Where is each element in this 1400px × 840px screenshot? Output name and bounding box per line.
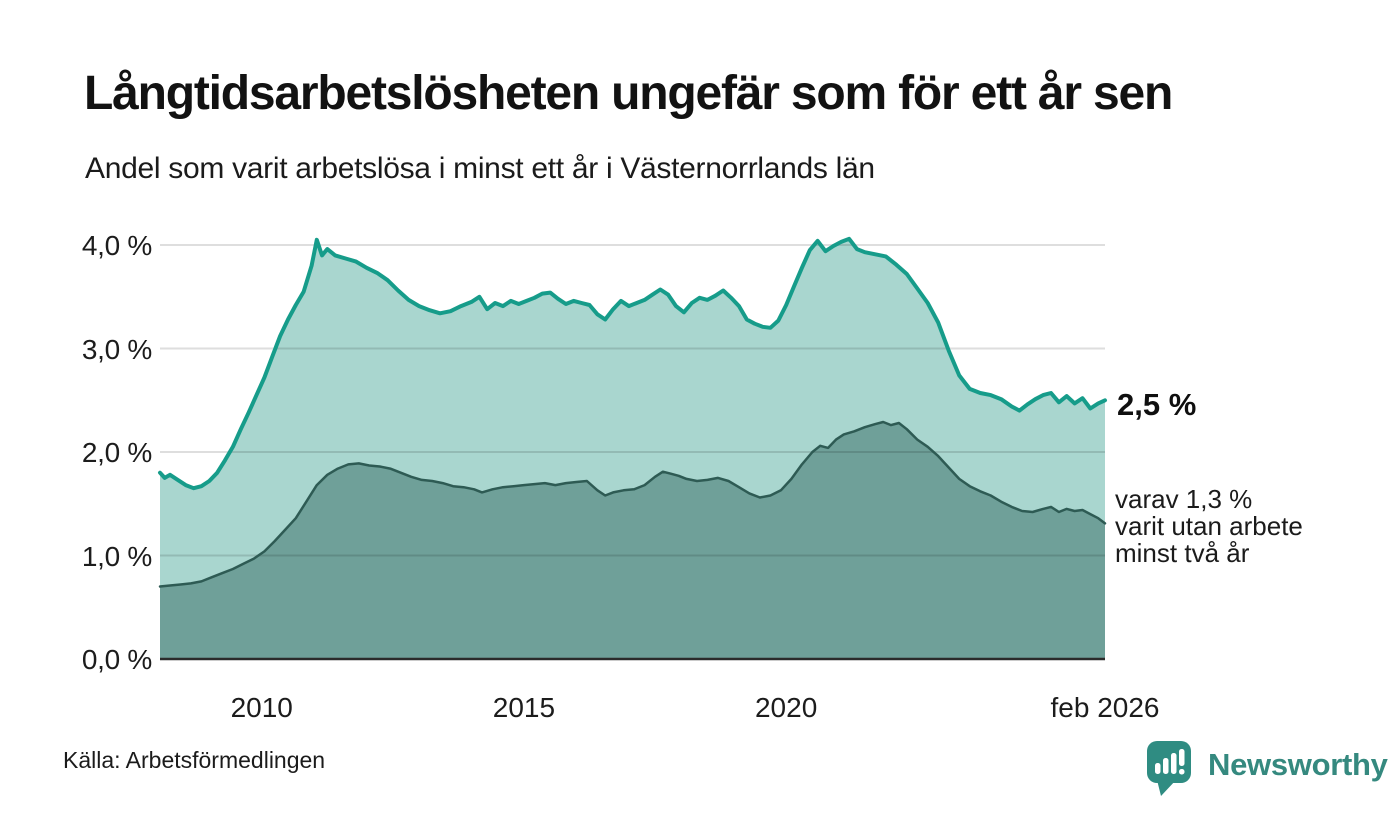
line-unemployed-1yr: [158, 236, 1107, 491]
latest-value-label-total: 2,5 %: [1117, 387, 1197, 422]
y-tick-label: 0,0 %: [81, 644, 152, 675]
line-unemployed-2yr: [158, 420, 1107, 588]
page-title: Långtidsarbetslösheten ungefär som för e…: [84, 67, 1173, 120]
newsworthy-wordmark: Newsworthy: [1208, 747, 1388, 782]
newsworthy-logo: Newsworthy: [1146, 740, 1388, 798]
x-tick-label: feb 2026: [1050, 692, 1160, 723]
y-tick-label: 4,0 %: [81, 230, 152, 261]
twoyear-label-line1: varav 1,3 %: [1115, 484, 1253, 514]
source-note: Källa: Arbetsförmedlingen: [63, 747, 326, 773]
twoyear-label-line2: varit utan arbete: [1115, 511, 1303, 541]
x-tick-label: 2015: [492, 692, 556, 723]
area-unemployed-2yr: [160, 422, 1105, 659]
page-subtitle: Andel som varit arbetslösa i minst ett å…: [85, 152, 875, 185]
x-tick-label: 2010: [230, 692, 293, 723]
latest-value-label-twoyear: varav 1,3 % varit utan arbete minst två …: [1115, 486, 1303, 567]
twoyear-label-line3: minst två år: [1115, 538, 1250, 568]
newsworthy-badge-icon: [1147, 741, 1191, 796]
y-tick-label: 2,0 %: [81, 437, 152, 468]
y-tick-label: 1,0 %: [81, 540, 152, 572]
x-tick-label: 2020: [754, 692, 818, 723]
y-tick-label: 3,0 %: [81, 333, 152, 365]
